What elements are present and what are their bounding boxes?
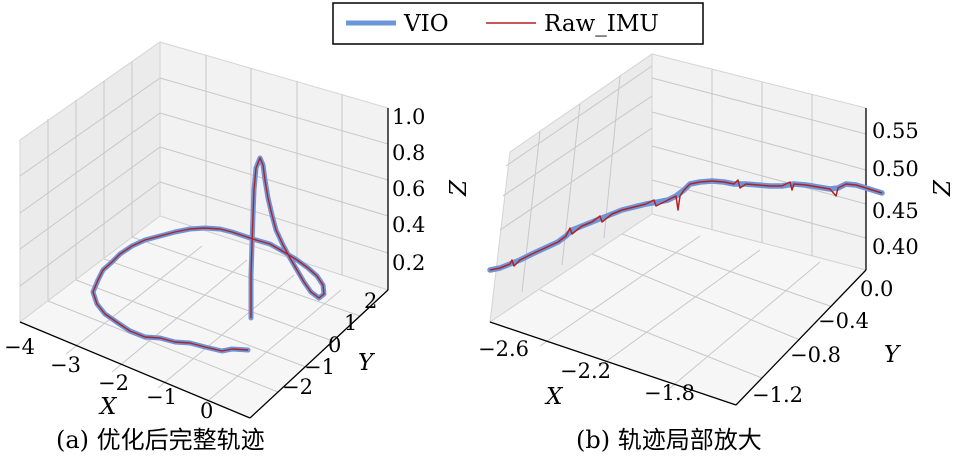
chart-a-xtick: −4	[4, 335, 35, 359]
chart-b-ylabel: Y	[884, 342, 902, 368]
chart-a-ytick: 2	[364, 289, 377, 313]
chart-a-ylabel: Y	[358, 350, 376, 376]
chart-b-ytick: 0.0	[860, 277, 893, 301]
chart-b-ytick: −0.8	[790, 343, 841, 367]
chart-b: −2.6 −2.2 −1.8 X −1.2 −0.8 −0.4 0.0 Y 0.…	[478, 53, 956, 454]
chart-a-ztick: 0.6	[392, 177, 425, 201]
chart-b-ztick: 0.45	[872, 199, 919, 223]
legend-vio-label: VIO	[403, 11, 449, 37]
chart-b-ztick: 0.55	[872, 119, 919, 143]
legend-raw-label: Raw_IMU	[544, 11, 659, 37]
chart-b-xtick: −1.8	[644, 381, 695, 405]
chart-b-xlabel: X	[544, 384, 564, 410]
chart-a-grid	[19, 55, 389, 405]
chart-a-ytick: 0	[328, 333, 341, 357]
chart-a-raw-line	[92, 157, 325, 352]
chart-b-grid	[499, 65, 867, 389]
chart-b-xtick: −2.6	[478, 337, 529, 361]
chart-a-xtick: −3	[50, 353, 81, 377]
chart-a-ztick: 0.8	[392, 141, 425, 165]
chart-a-xtick: −2	[98, 371, 129, 395]
chart-a-xtick: 0	[200, 399, 213, 423]
chart-a-ytick: −2	[282, 375, 313, 399]
chart-b-raw-line	[489, 179, 883, 271]
chart-a-ztick: 0.2	[392, 251, 425, 275]
chart-b-ytick: −1.2	[752, 383, 803, 407]
chart-b-ztick: 0.40	[872, 235, 919, 259]
chart-b-zlabel: Z	[930, 179, 956, 197]
chart-a: −4 −3 −2 −1 0 X −2 −1 0 1 2 Y 0.2 0.4 0.…	[4, 41, 472, 454]
chart-a-xtick: −1	[146, 385, 177, 409]
chart-b-series-vio	[487, 178, 885, 273]
chart-b-xtick: −2.2	[560, 359, 611, 383]
chart-b-ytick: −0.4	[818, 309, 869, 333]
chart-b-ztick: 0.50	[872, 157, 919, 181]
legend: VIO Raw_IMU	[332, 2, 704, 45]
chart-a-zlabel: Z	[446, 179, 472, 197]
chart-a-series-vio	[90, 155, 327, 354]
chart-a-ytick: 1	[344, 311, 357, 335]
chart-a-xlabel: X	[98, 394, 118, 420]
chart-a-ytick: −1	[304, 355, 335, 379]
chart-b-caption: (b) 轨迹局部放大	[576, 426, 762, 454]
chart-a-ztick: 1.0	[392, 105, 425, 129]
chart-a-caption: (a) 优化后完整轨迹	[56, 426, 265, 454]
chart-a-ztick: 0.4	[392, 213, 425, 237]
